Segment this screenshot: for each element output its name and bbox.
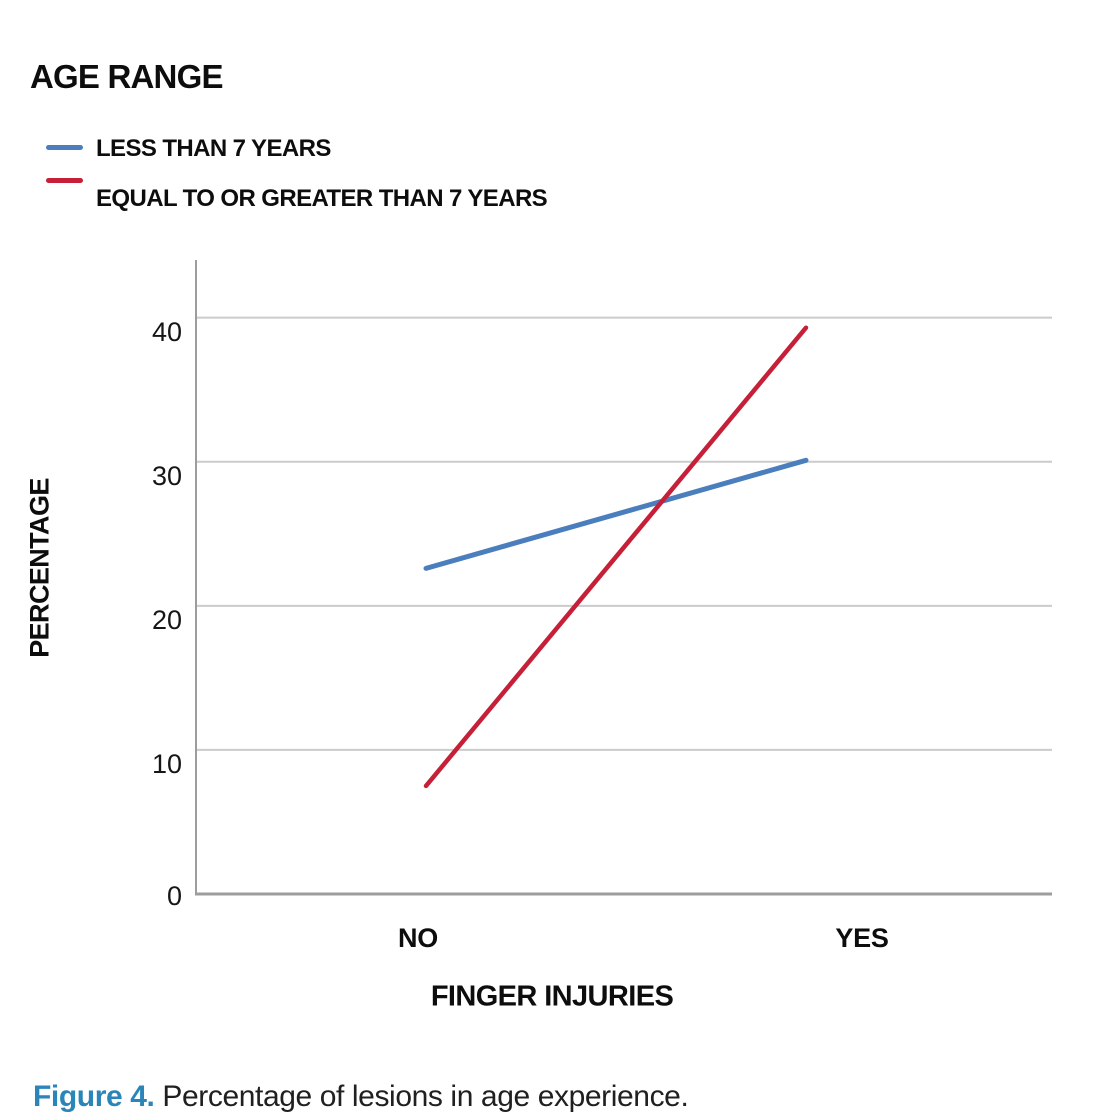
legend-line-swatch-greater-than-7 <box>46 178 83 183</box>
legend-line-swatch-less-than-7 <box>46 145 83 150</box>
figure-caption-number: Figure 4. <box>33 1080 155 1113</box>
chart-title: AGE RANGE <box>30 58 223 95</box>
legend-label-greater-than-7: EQUAL TO OR GREATER THAN 7 YEARS <box>96 185 548 212</box>
y-tick-label-40: 40 <box>151 316 182 347</box>
x-tick-label-yes: YES <box>835 923 889 953</box>
figure-caption-text: Percentage of lesions in age experience. <box>162 1080 689 1113</box>
y-tick-label-10: 10 <box>151 748 182 779</box>
x-axis-title: FINGER INJURIES <box>430 980 674 1013</box>
y-axis-title: PERCENTAGE <box>24 478 55 658</box>
legend-label-less-than-7: LESS THAN 7 YEARS <box>96 135 331 162</box>
y-tick-label-30: 30 <box>151 460 182 491</box>
series-line-0 <box>423 457 809 571</box>
figure-caption: Figure 4. Percentage of lesions in age e… <box>33 1080 689 1114</box>
y-tick-label-0: 0 <box>166 881 182 911</box>
series-line-1 <box>423 325 809 789</box>
x-tick-label-no: NO <box>398 923 438 953</box>
y-tick-label-20: 20 <box>151 604 182 635</box>
